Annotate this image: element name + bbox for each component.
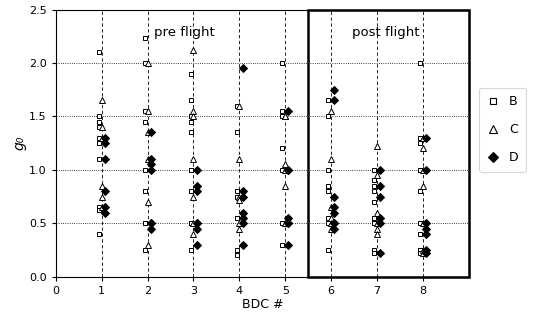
Text: pre flight: pre flight [154,25,215,38]
Y-axis label: g₀: g₀ [12,136,26,150]
Bar [308,10,469,277]
X-axis label: BDC #: BDC # [242,299,283,311]
Text: post flight: post flight [353,25,420,38]
Legend: B, C, D: B, C, D [479,88,526,172]
